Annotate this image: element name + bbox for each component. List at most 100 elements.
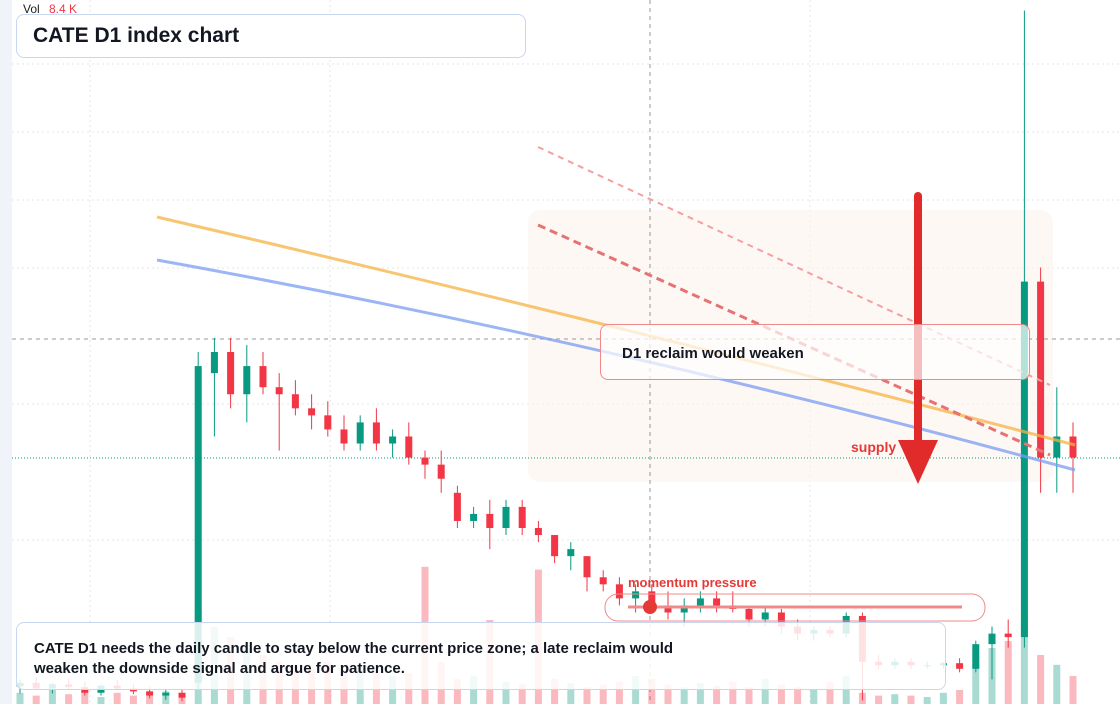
volume-bar [97,697,105,704]
candle-body [146,691,154,696]
volume-bar [680,687,688,704]
volume-bar [470,676,478,704]
candle-body [389,436,397,444]
candle-body [534,528,542,536]
volume-bar [972,662,980,704]
volume-bar [48,690,56,704]
down-arrow-head [898,440,938,484]
volume-bar [939,692,947,704]
volume-bar [16,692,24,704]
volume-bar [648,678,656,704]
candle-body [988,633,996,645]
volume-bar [389,676,397,704]
volume-bar [826,681,834,704]
volume-bar [1004,641,1012,704]
volume-bar [729,681,737,704]
candle-body [340,429,348,444]
candle-body [502,506,510,528]
volume-bar [1053,664,1061,704]
volume-bar [81,691,89,704]
candle-body [956,663,964,669]
vol-value: 8.4 K [49,2,77,16]
volume-bar [453,678,461,704]
vol-label: Vol [23,2,40,16]
candle-body [1004,633,1012,638]
reclaim-label: D1 reclaim would weaken [622,345,804,362]
volume-bar [65,694,73,704]
volume-bar [956,690,964,704]
momentum-label: momentum pressure [628,575,757,590]
candle-body [470,513,478,521]
volume-bar [632,676,640,704]
volume-bar [923,697,931,704]
volume-bar [502,681,510,704]
candle-body [453,492,461,521]
volume-bar [599,684,607,704]
volume-bar [615,681,623,704]
candle-body [162,692,170,696]
candle-body [178,692,186,698]
momentum-frame [604,593,986,622]
volume-bar [113,692,121,704]
volume-bar [842,676,850,704]
candle-body [275,387,283,395]
supply-label: supply [851,439,896,455]
volume-bar [1037,655,1045,704]
reclaim-box: D1 reclaim would weaken [600,324,1030,380]
volume-bar [583,687,591,704]
candle-body [1020,281,1028,638]
volume-bar [129,695,137,704]
volume-bar [810,690,818,704]
side-strip [0,0,12,704]
candle-body [227,352,235,395]
candle-body [1053,436,1061,458]
candle-body [615,584,623,599]
volume-bar [907,695,915,704]
candle-body [583,556,591,578]
candle-body [372,422,380,444]
candle-body [680,605,688,613]
candle-body [761,612,769,620]
candle-body [972,644,980,669]
volume-bar [32,695,40,704]
footer-box: CATE D1 needs the daily candle to stay b… [16,622,946,690]
volume-bar [696,683,704,704]
candle-body [437,464,445,479]
volume-bar [891,694,899,704]
volume-bar [761,678,769,704]
volume-bar [1020,620,1028,704]
candle-body [308,408,316,416]
candle-body [745,608,753,620]
candle-body [259,366,267,388]
volume-bar [1069,676,1077,704]
candle-body [243,366,251,395]
volume-bar [567,683,575,704]
title: CATE D1 index chart [33,24,240,47]
volume-bar [551,678,559,704]
candle-body [210,352,218,374]
candle-body [1069,436,1077,458]
candle-body [421,457,429,465]
candle-body [567,549,575,557]
candle-body [648,591,656,606]
volume-bar [664,684,672,704]
volume-bar [745,687,753,704]
candle-body [551,535,559,557]
candle-body [486,513,494,528]
footer-text: CATE D1 needs the daily candle to stay b… [34,640,674,677]
volume-bar [794,687,802,704]
candle-body [1037,281,1045,458]
volume-bar [518,684,526,704]
volume-bar [777,684,785,704]
volume-bar [875,695,883,704]
candle-body [291,394,299,409]
candle-body [664,605,672,613]
title-box: CATE D1 index chart [16,14,526,58]
candle-body [518,506,526,528]
candle-body [405,436,413,458]
candle-body [324,415,332,430]
candle-body [696,598,704,606]
candle-body [356,422,364,444]
volume-bar [713,685,721,704]
candles [16,10,1077,702]
